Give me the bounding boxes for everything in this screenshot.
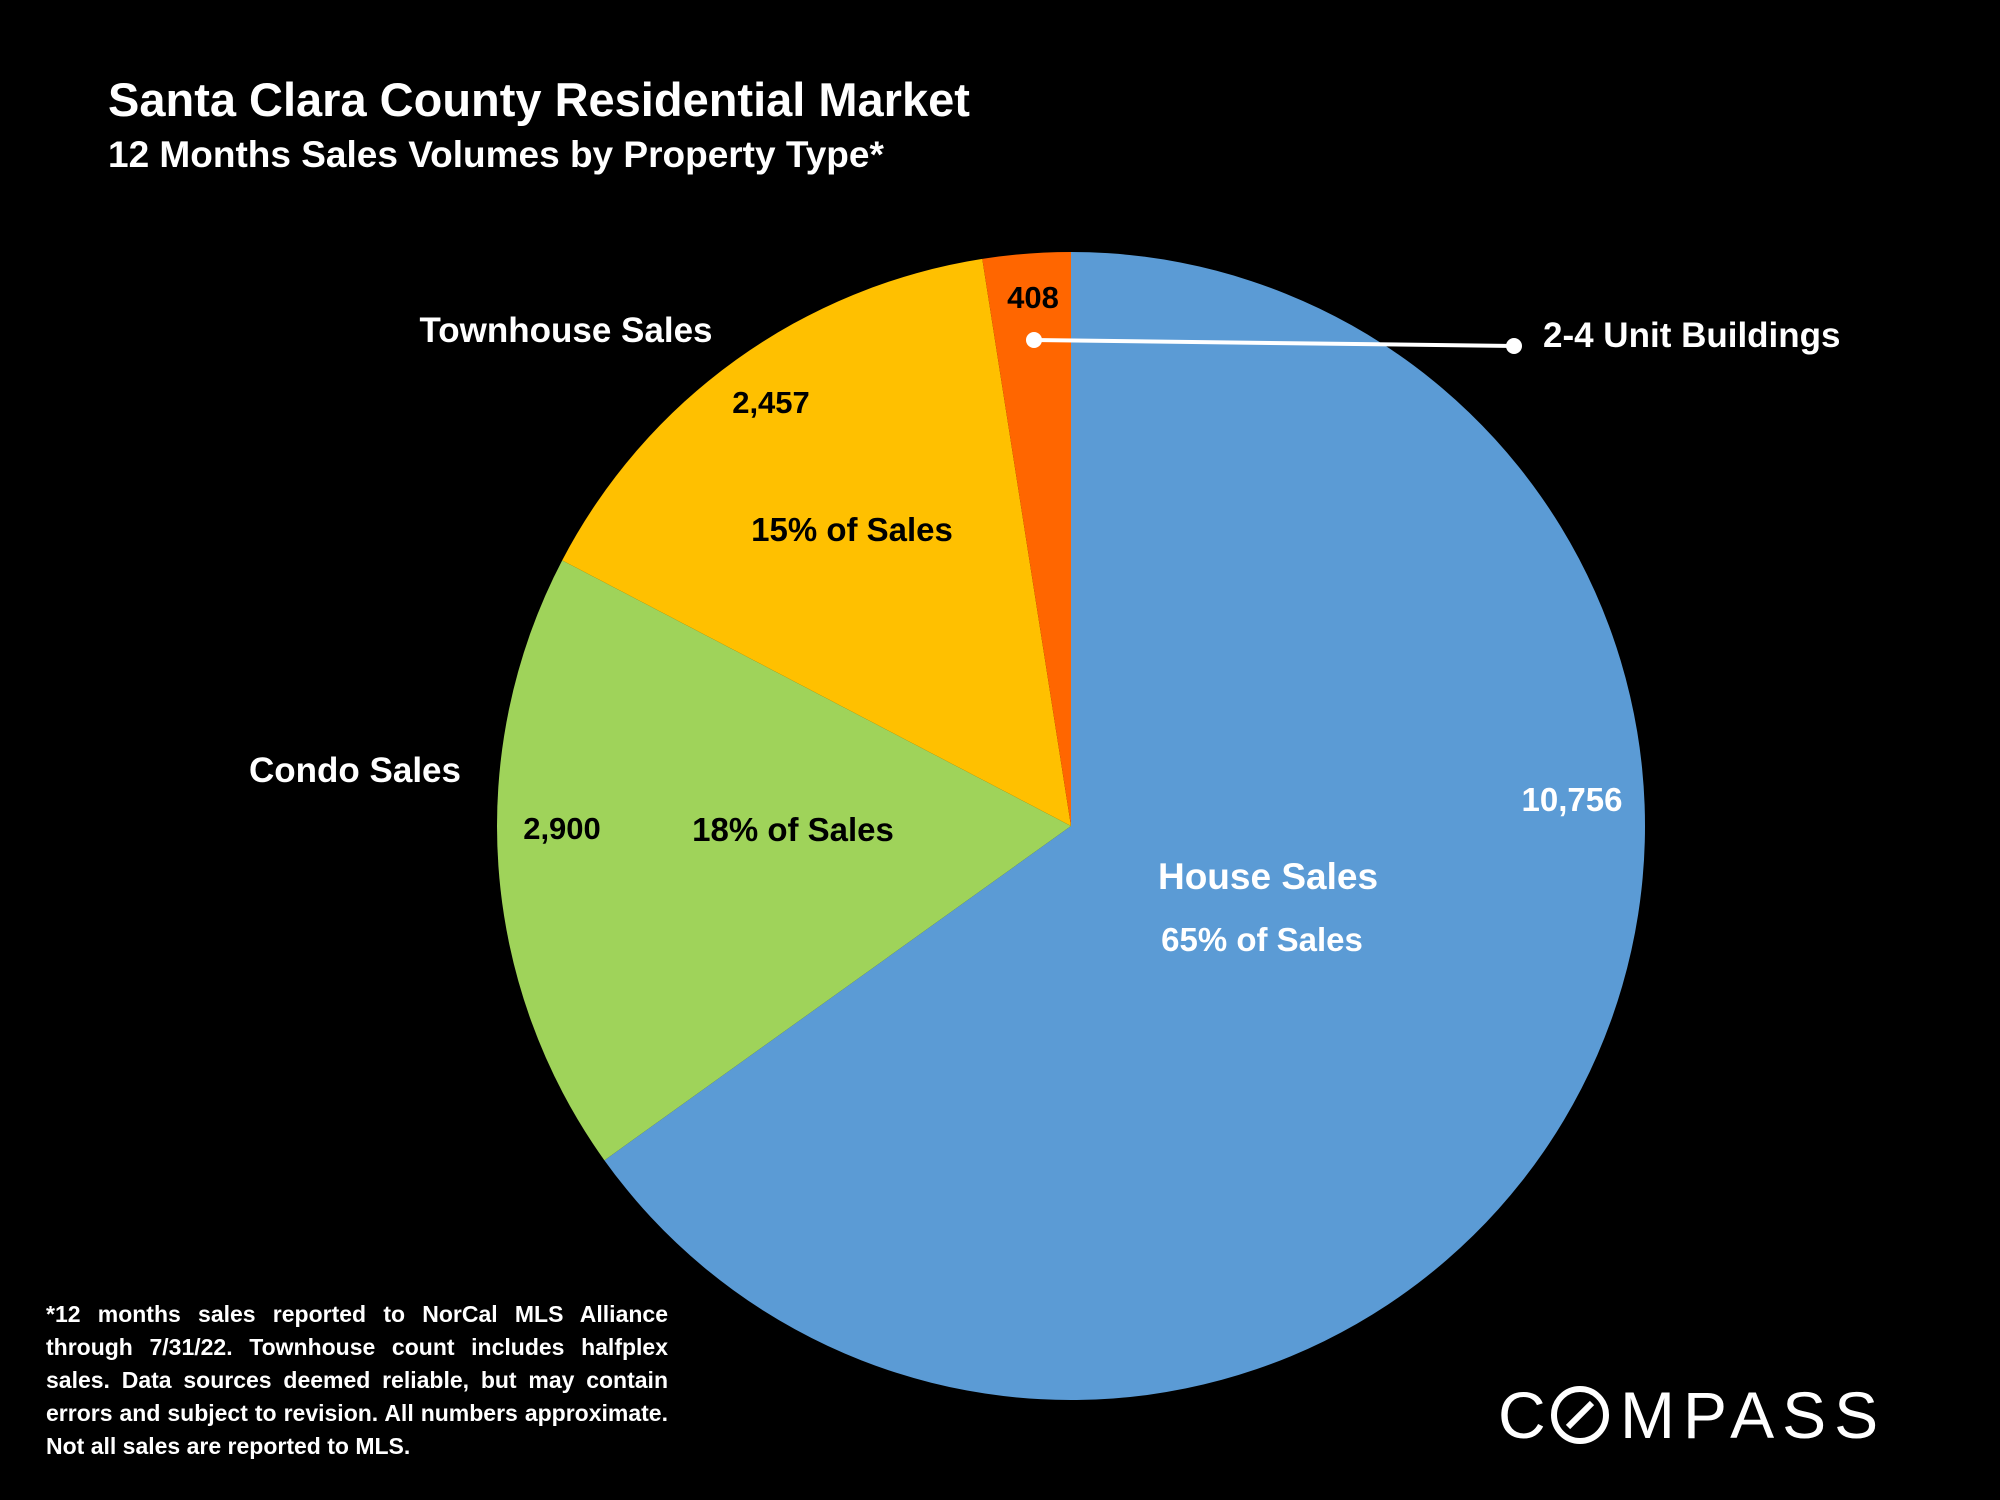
slice-label-house-sales: House Sales (1158, 856, 1378, 897)
pie-slice-condo-sales (496, 560, 1072, 1161)
slice-label-condo-sales: Condo Sales (249, 751, 461, 790)
slice-label-2-4-unit-buildings: 2-4 Unit Buildings (1543, 316, 1841, 355)
pie-slice-townhouse-sales (562, 258, 1071, 826)
leader-line (1033, 338, 1515, 348)
slice-value-2-4-unit-buildings: 408 (1007, 280, 1059, 315)
footnote: *12 months sales reported to NorCal MLS … (46, 1301, 668, 1459)
svg-text:C: C (1498, 1380, 1552, 1450)
pie-slice-house-sales (604, 252, 1645, 1400)
slice-pct-house-sales: 65% of Sales (1161, 921, 1363, 958)
slice-value-townhouse-sales: 2,457 (732, 385, 810, 420)
compass-logo-mark: C MPASS (1498, 1380, 1886, 1450)
slice-value-house-sales: 10,756 (1522, 781, 1623, 818)
compass-logo: C MPASS (1498, 1380, 1998, 1450)
leader-dot-end (1506, 338, 1522, 354)
svg-text:MPASS: MPASS (1620, 1380, 1886, 1450)
pie-slice-2-4-unit-buildings (982, 252, 1071, 826)
slice-pct-townhouse-sales: 15% of Sales (751, 511, 953, 548)
slice-label-townhouse-sales: Townhouse Sales (419, 311, 712, 350)
leader-dot-start (1026, 332, 1042, 348)
chart-subtitle: 12 Months Sales Volumes by Property Type… (108, 134, 884, 175)
chart-title: Santa Clara County Residential Market (108, 73, 970, 126)
slice-pct-condo-sales: 18% of Sales (692, 811, 894, 848)
slice-value-condo-sales: 2,900 (523, 811, 601, 846)
